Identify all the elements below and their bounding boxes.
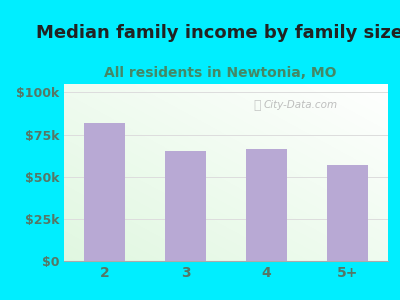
Bar	[246, 149, 287, 261]
Text: All residents in Newtonia, MO: All residents in Newtonia, MO	[104, 66, 336, 80]
Bar	[327, 165, 368, 261]
Bar	[165, 152, 206, 261]
Text: ⦿: ⦿	[253, 99, 260, 112]
Bar	[84, 123, 125, 261]
Text: City-Data.com: City-Data.com	[264, 100, 338, 110]
Text: Median family income by family size: Median family income by family size	[36, 24, 400, 42]
